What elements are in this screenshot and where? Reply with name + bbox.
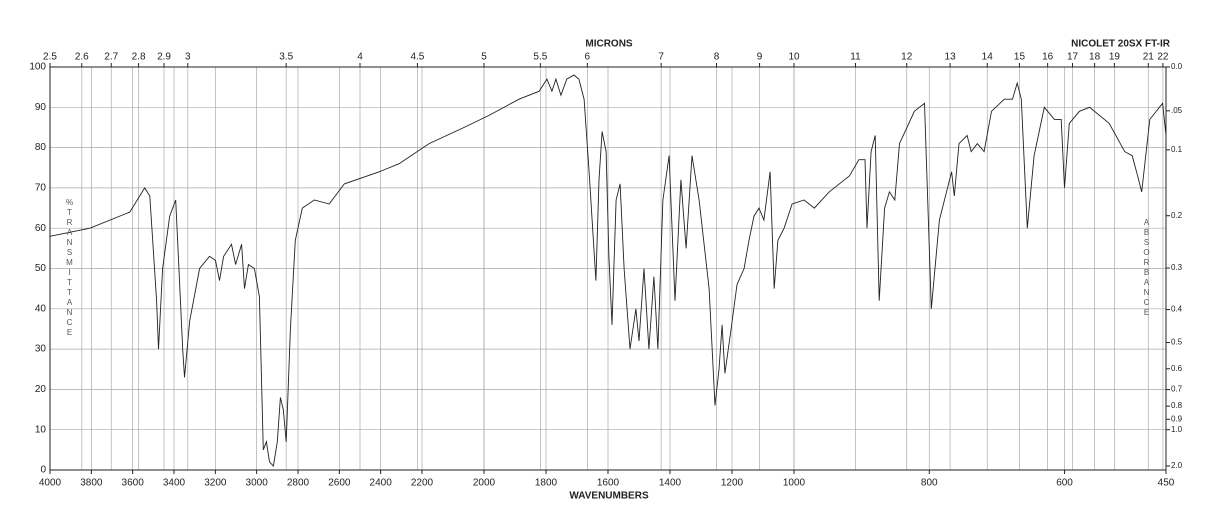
x2-tick-label: 4.5 — [410, 52, 424, 63]
x2-tick-label: 12 — [901, 52, 913, 63]
x2-tick-label: 5.5 — [533, 52, 547, 63]
x-tick-label: 4000 — [39, 478, 62, 489]
chart-title: MICRONS — [585, 39, 633, 50]
x2-tick-label: 13 — [945, 52, 957, 63]
x2-tick-label: 2.9 — [157, 52, 171, 63]
x-tick-label: 2200 — [411, 478, 434, 489]
x2-tick-label: 11 — [850, 52, 861, 63]
spectrum-line — [49, 74, 1167, 467]
x2-tick-label: 19 — [1109, 52, 1121, 63]
y-tick-label: 0 — [40, 465, 46, 476]
y2-tick-label: 0.9 — [1171, 414, 1183, 423]
x2-tick-label: 22 — [1157, 52, 1169, 63]
y2-tick-label: 0.4 — [1171, 305, 1183, 314]
x2-tick-label: 8 — [714, 52, 720, 63]
x-tick-label: 1200 — [721, 478, 744, 489]
y-tick-label: 30 — [35, 344, 47, 355]
x2-tick-label: 2.5 — [43, 52, 57, 63]
x-tick-label: 800 — [921, 478, 938, 489]
x-tick-label: 3200 — [204, 478, 227, 489]
y-tick-label: 20 — [35, 384, 47, 395]
x2-tick-label: 17 — [1067, 52, 1079, 63]
y-tick-label: 100 — [29, 62, 46, 73]
y-axis-label: %TRANSMITTANCE — [65, 198, 74, 338]
x2-tick-label: 9 — [757, 52, 763, 63]
plot-frame — [49, 66, 1167, 471]
x-tick-label: 3400 — [163, 478, 186, 489]
x-tick-label: 1800 — [535, 478, 558, 489]
x-tick-label: 1400 — [659, 478, 682, 489]
x2-tick-label: 7 — [658, 52, 664, 63]
y2-tick-label: 0.7 — [1171, 385, 1183, 394]
x2-tick-label: 10 — [788, 52, 800, 63]
x2-tick-label: 4 — [357, 52, 363, 63]
x-tick-label: 3800 — [80, 478, 103, 489]
x-tick-label: 1000 — [783, 478, 806, 489]
x-tick-label: 3000 — [246, 478, 269, 489]
x2-tick-label: 3.5 — [279, 52, 293, 63]
y-tick-label: 60 — [35, 223, 47, 234]
x2-tick-label: 3 — [185, 52, 191, 63]
y2-tick-label: 0.2 — [1171, 211, 1183, 220]
y2-tick-label: 1.0 — [1171, 425, 1183, 434]
chart-subtitle: NICOLET 20SX FT-IR — [1071, 39, 1171, 50]
x-tick-label: 2600 — [328, 478, 351, 489]
y2-tick-label: 0.1 — [1171, 145, 1183, 154]
x-axis-label: WAVENUMBERS — [569, 491, 649, 502]
x-tick-label: 450 — [1158, 478, 1175, 489]
x-tick-label: 2000 — [473, 478, 496, 489]
x2-tick-label: 16 — [1042, 52, 1054, 63]
y2-tick-label: 0.8 — [1171, 401, 1183, 410]
x-tick-label: 2800 — [287, 478, 310, 489]
x2-tick-label: 18 — [1089, 52, 1101, 63]
x-tick-label: 1600 — [597, 478, 620, 489]
x2-tick-label: 2.6 — [75, 52, 89, 63]
y-tick-label: 10 — [35, 424, 47, 435]
y-tick-label: 70 — [35, 183, 47, 194]
x2-tick-label: 21 — [1143, 52, 1155, 63]
x2-tick-label: 14 — [982, 52, 994, 63]
x2-tick-label: 5 — [481, 52, 487, 63]
y-tick-label: 50 — [35, 263, 47, 274]
x2-tick-label: 2.7 — [104, 52, 118, 63]
x2-tick-label: 6 — [585, 52, 591, 63]
x-tick-label: 600 — [1056, 478, 1073, 489]
y2-tick-label: .05 — [1171, 106, 1183, 115]
y-tick-label: 40 — [35, 303, 47, 314]
y2-tick-label: 0.0 — [1171, 62, 1183, 71]
y2-tick-label: 0.3 — [1171, 263, 1183, 272]
x2-tick-label: 15 — [1014, 52, 1026, 63]
x2-tick-label: 2.8 — [132, 52, 146, 63]
y2-tick-label: 0.6 — [1171, 364, 1183, 373]
y-tick-label: 90 — [35, 102, 47, 113]
x-tick-label: 2400 — [370, 478, 393, 489]
y2-tick-label: 2.0 — [1171, 461, 1183, 470]
y2-axis-label: ABSORBANCE — [1142, 218, 1151, 318]
y-tick-label: 80 — [35, 142, 47, 153]
x-tick-label: 3600 — [122, 478, 145, 489]
y2-tick-label: 0.5 — [1171, 338, 1183, 347]
